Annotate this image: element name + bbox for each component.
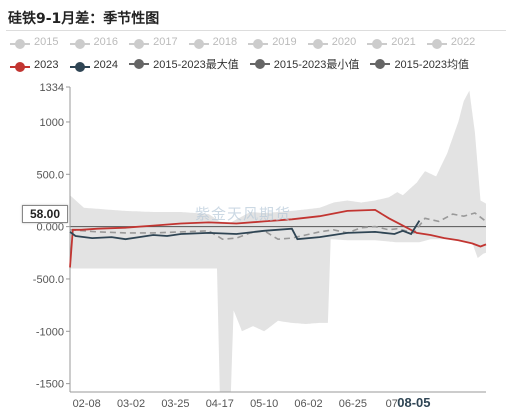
legend-row-active: 2023 2024 2015-2023最大值 2015-2023最小值 2015…	[10, 56, 477, 72]
legend-item-2023[interactable]: 2023	[10, 59, 58, 72]
legend-item-max[interactable]: 2015-2023最大值	[129, 56, 239, 72]
series-2023-line	[69, 208, 487, 268]
title-divider	[6, 30, 506, 31]
y-tick-label: 500.0	[36, 169, 64, 181]
y-tick-label: 1000	[40, 117, 64, 129]
y-tick-label: -1500	[36, 379, 64, 391]
minmax-band	[70, 90, 486, 392]
x-tick-label: 07	[386, 398, 398, 410]
legend-item-2016[interactable]: 2016	[69, 36, 118, 49]
current-value-flag: 58.00	[22, 205, 68, 223]
x-tick-label: 03-25	[161, 398, 189, 410]
series-2024-line	[69, 220, 421, 241]
legend-item-2015[interactable]: 2015	[10, 36, 58, 49]
legend-item-2021[interactable]: 2021	[367, 36, 416, 49]
legend-row-historic: 2015 2016 2017 2018 2019 2020 2021 2022	[10, 36, 483, 49]
x-tick-label: 02-08	[73, 398, 101, 410]
x-tick-label: 08-05	[397, 395, 430, 410]
legend-item-2019[interactable]: 2019	[248, 36, 297, 49]
x-tick-label: 06-25	[339, 398, 367, 410]
legend-item-2020[interactable]: 2020	[307, 36, 356, 49]
x-tick-label: 03-02	[117, 398, 145, 410]
x-tick-label: 04-17	[206, 398, 234, 410]
y-tick-label: -500.0	[33, 274, 64, 286]
legend-item-min[interactable]: 2015-2023最小值	[249, 56, 359, 72]
legend-item-2024[interactable]: 2024	[69, 59, 118, 72]
legend-item-mean[interactable]: 2015-2023均值	[370, 56, 469, 72]
y-tick-label: 1334	[40, 82, 64, 94]
chart-title: 硅铁9-1月差：季节性图	[8, 11, 160, 27]
watermark-text: 紫金天风期货	[195, 205, 292, 223]
x-tick-label: 06-02	[294, 398, 322, 410]
y-tick-label: 0.000	[36, 222, 64, 234]
legend-item-2017[interactable]: 2017	[129, 36, 178, 49]
x-tick-label: 05-10	[250, 398, 278, 410]
legend-item-2018[interactable]: 2018	[188, 36, 237, 49]
legend-item-2022[interactable]: 2022	[426, 36, 475, 49]
y-tick-label: -1000	[36, 326, 64, 338]
